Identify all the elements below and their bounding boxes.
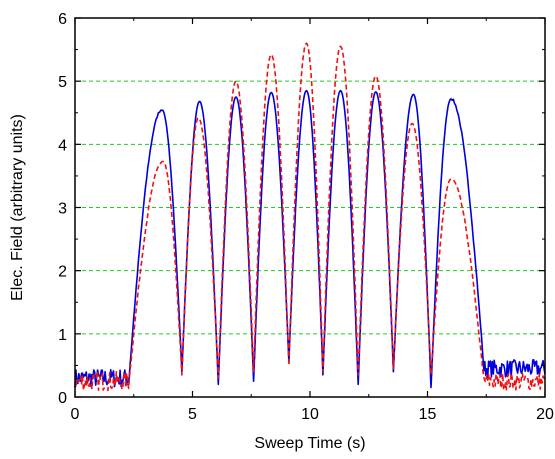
x-tick-label-0: 0 bbox=[71, 406, 80, 423]
series-line-0 bbox=[74, 89, 546, 389]
x-tick-label-2: 10 bbox=[301, 406, 319, 423]
grid-lines bbox=[75, 80, 545, 335]
series-layer bbox=[74, 42, 546, 392]
y-tick-label-0: 0 bbox=[58, 390, 67, 407]
y-tick-label-4: 4 bbox=[58, 137, 67, 154]
axis-ticks: 0 5 10 15 20 0 1 2 3 4 5 6 bbox=[58, 11, 554, 423]
x-tick-label-3: 15 bbox=[419, 406, 437, 423]
series-line-1 bbox=[74, 42, 546, 392]
y-axis-label: Elec. Field (arbitrary units) bbox=[9, 114, 26, 301]
y-tick-label-2: 2 bbox=[58, 264, 67, 281]
x-tick-label-1: 5 bbox=[188, 406, 197, 423]
y-tick-label-6: 6 bbox=[58, 11, 67, 28]
x-tick-label-4: 20 bbox=[536, 406, 554, 423]
y-tick-label-5: 5 bbox=[58, 74, 67, 91]
y-tick-label-1: 1 bbox=[58, 327, 67, 344]
y-tick-label-3: 3 bbox=[58, 201, 67, 218]
x-axis-label: Sweep Time (s) bbox=[254, 435, 365, 452]
